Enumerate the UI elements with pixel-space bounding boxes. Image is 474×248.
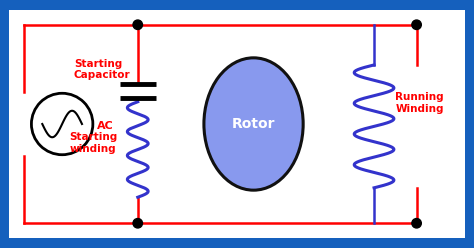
FancyBboxPatch shape <box>9 10 465 238</box>
Circle shape <box>412 20 421 30</box>
Text: AC: AC <box>97 121 113 131</box>
Circle shape <box>412 218 421 228</box>
Text: Rotor: Rotor <box>232 117 275 131</box>
Circle shape <box>133 20 143 30</box>
Circle shape <box>133 218 143 228</box>
Ellipse shape <box>204 58 303 190</box>
Text: Starting
winding: Starting winding <box>69 132 118 154</box>
Text: Running
Winding: Running Winding <box>395 92 444 114</box>
Text: Starting
Capacitor: Starting Capacitor <box>74 59 130 80</box>
